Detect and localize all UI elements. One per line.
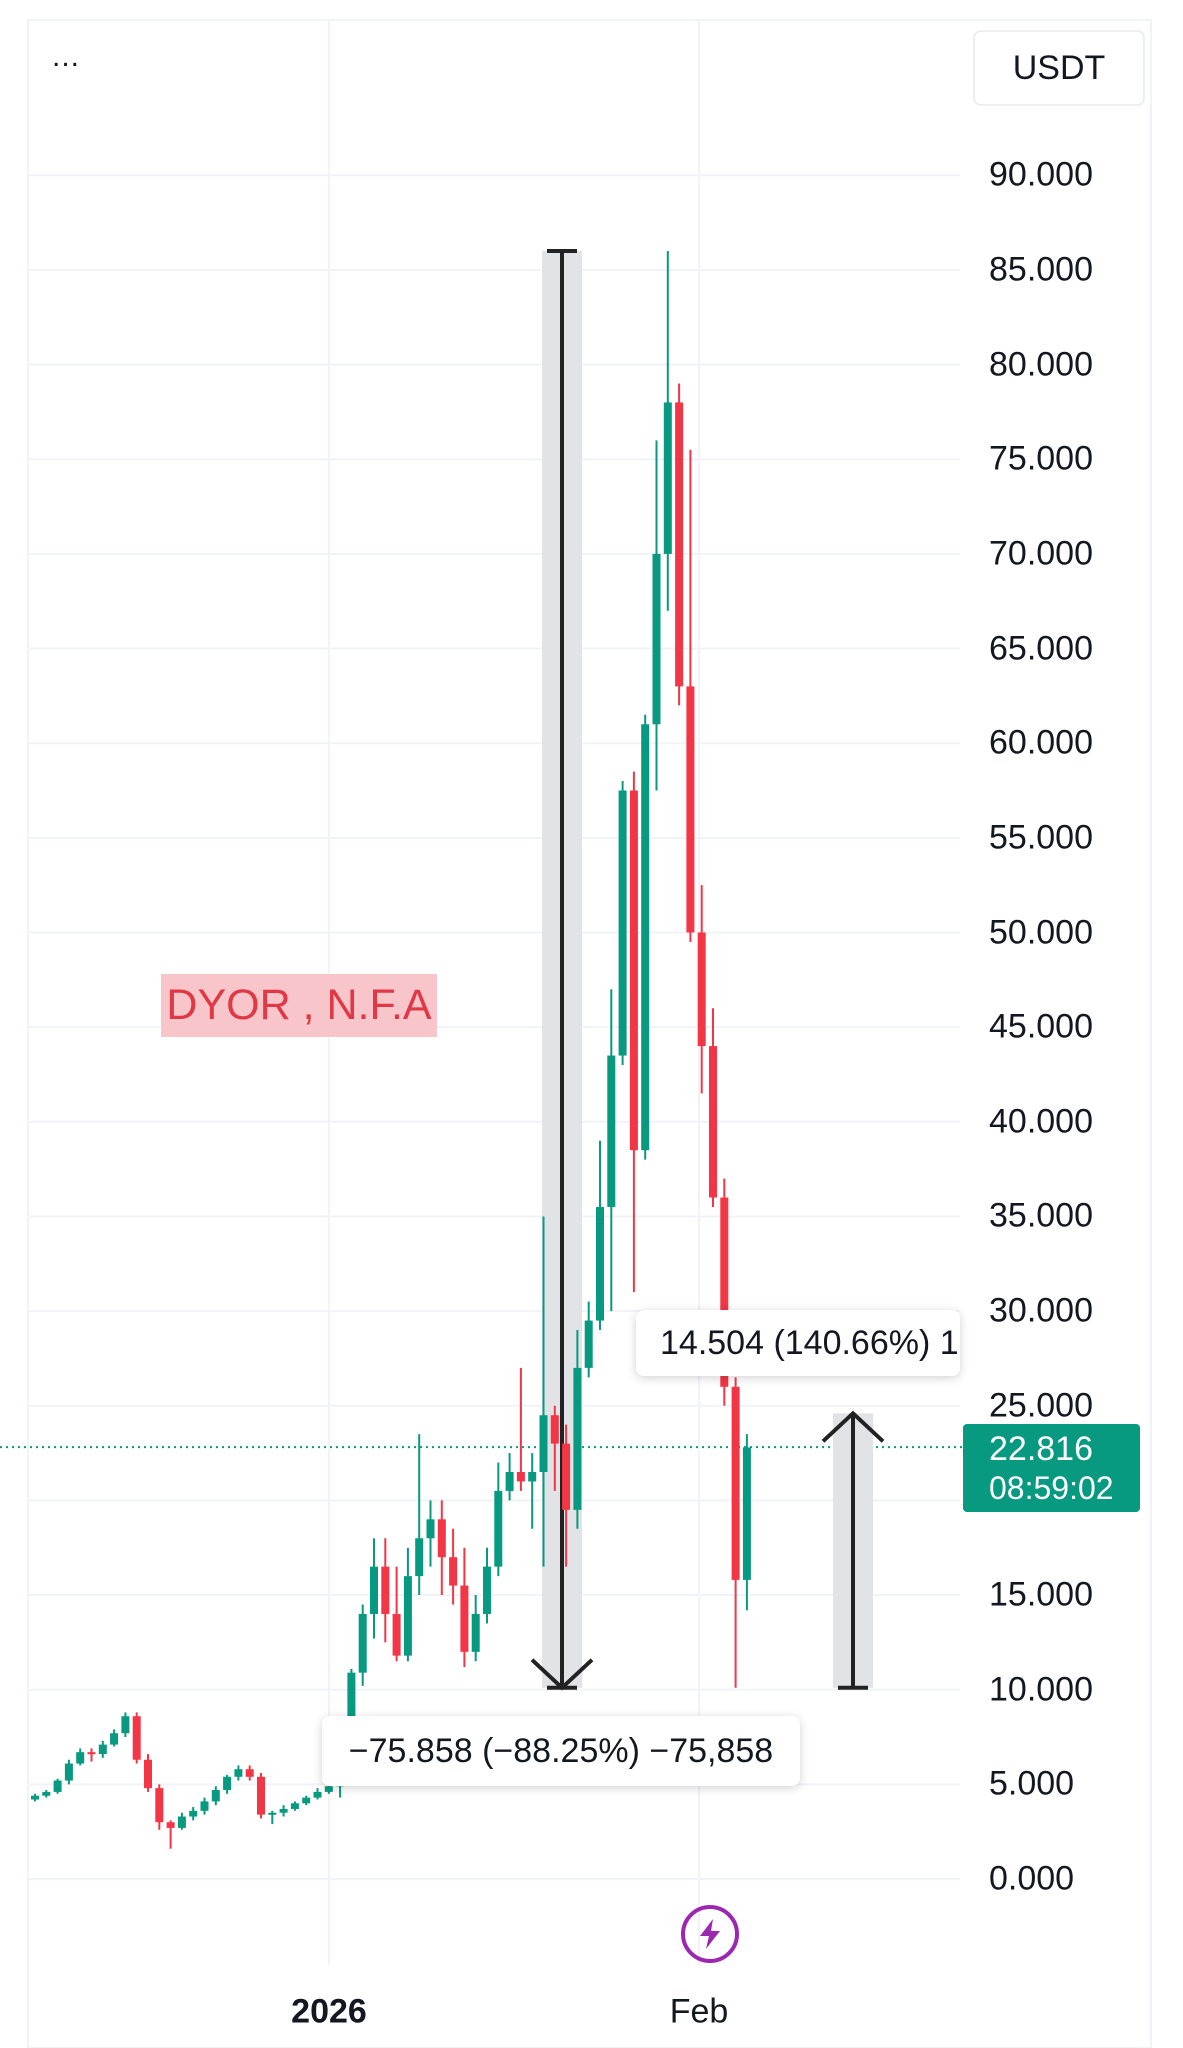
last-price-value: 22.816 [989, 1430, 1093, 1468]
candle-body[interactable] [132, 1716, 141, 1760]
y-tick-label: 90.000 [989, 155, 1093, 194]
candle-body[interactable] [494, 1490, 503, 1567]
candle-body[interactable] [742, 1447, 751, 1580]
candle-body[interactable] [460, 1585, 469, 1652]
candle-body[interactable] [629, 790, 638, 1151]
candle-body[interactable] [177, 1816, 186, 1828]
candle-body[interactable] [234, 1769, 243, 1777]
y-tick-label: 45.000 [989, 1007, 1093, 1046]
candle-body[interactable] [449, 1557, 458, 1586]
candle-body[interactable] [641, 724, 650, 1151]
measure-down-tool[interactable] [530, 249, 594, 1691]
candle-body[interactable] [720, 1197, 729, 1387]
candle-body[interactable] [483, 1566, 491, 1614]
candle-body[interactable] [313, 1791, 322, 1798]
candle-body[interactable] [370, 1566, 378, 1614]
x-axis-label-feb: Feb [669, 1992, 729, 2031]
candle-body[interactable] [31, 1795, 39, 1800]
candle-body[interactable] [223, 1776, 232, 1791]
candle-body[interactable] [392, 1613, 401, 1656]
candle-body[interactable] [53, 1780, 62, 1792]
candle-body[interactable] [290, 1803, 299, 1809]
candle-body[interactable] [200, 1801, 209, 1811]
candle-body[interactable] [144, 1759, 152, 1789]
candle-body[interactable] [189, 1810, 198, 1817]
candle-body[interactable] [268, 1812, 277, 1815]
candle-body[interactable] [211, 1790, 220, 1802]
candle-body[interactable] [584, 1320, 593, 1368]
measure-down-label[interactable]: −75.858 (−88.25%) −75,858 [322, 1716, 800, 1786]
candle-body[interactable] [64, 1763, 73, 1781]
y-tick-label: 60.000 [989, 723, 1093, 762]
bar-countdown: 08:59:02 [989, 1470, 1114, 1506]
y-tick-label: 10.000 [989, 1670, 1093, 1709]
y-tick-label: 0.000 [989, 1859, 1075, 1898]
lightning-icon[interactable] [681, 1905, 739, 1963]
measure-up-label[interactable]: 14.504 (140.66%) 1 [636, 1310, 960, 1376]
candle-body[interactable] [731, 1386, 740, 1580]
candle-body[interactable] [302, 1797, 311, 1804]
candle-body[interactable] [697, 932, 706, 1047]
y-tick-label: 75.000 [989, 439, 1093, 478]
candle-body[interactable] [539, 1415, 548, 1473]
y-tick-label: 65.000 [989, 629, 1093, 668]
candle-body[interactable] [686, 686, 695, 933]
candle-body[interactable] [528, 1472, 537, 1482]
chart-frame [27, 19, 1152, 2048]
y-tick-label: 85.000 [989, 250, 1093, 289]
candle-body[interactable] [550, 1415, 559, 1444]
candle-body[interactable] [675, 402, 684, 687]
candle-body[interactable] [381, 1566, 390, 1614]
candle-body[interactable] [415, 1538, 424, 1577]
candle-body[interactable] [562, 1443, 571, 1510]
candle-body[interactable] [426, 1519, 435, 1539]
y-tick-label: 55.000 [989, 818, 1093, 857]
candle-body[interactable] [471, 1613, 480, 1652]
candle-body[interactable] [110, 1733, 119, 1745]
candle-body[interactable] [121, 1716, 130, 1734]
candle-body[interactable] [403, 1576, 412, 1656]
candle-body[interactable] [358, 1613, 367, 1673]
candle-body[interactable] [437, 1519, 446, 1558]
candle-body[interactable] [573, 1367, 582, 1510]
candle-body[interactable] [652, 553, 661, 725]
candle-body[interactable] [257, 1776, 265, 1815]
currency-selector[interactable]: USDT [973, 30, 1145, 106]
candle-body[interactable] [596, 1206, 604, 1321]
candle-body[interactable] [42, 1791, 51, 1796]
y-tick-label: 80.000 [989, 345, 1093, 384]
candle-body[interactable] [618, 790, 627, 1056]
y-tick-label: 25.000 [989, 1386, 1093, 1425]
candle-body[interactable] [98, 1744, 107, 1755]
candle-body[interactable] [709, 1046, 717, 1198]
candle-body[interactable] [166, 1822, 175, 1828]
candle-body[interactable] [87, 1752, 96, 1755]
y-tick-label: 70.000 [989, 534, 1093, 573]
candle-body[interactable] [505, 1472, 514, 1491]
candle-body[interactable] [76, 1752, 85, 1764]
candle-body[interactable] [245, 1769, 254, 1777]
y-tick-label: 50.000 [989, 913, 1093, 951]
y-tick-label: 15.000 [989, 1575, 1093, 1614]
candle-body[interactable] [324, 1786, 333, 1792]
more-menu-button[interactable]: ... [52, 40, 81, 73]
candle-body[interactable] [663, 402, 672, 554]
y-tick-label: 5.000 [989, 1764, 1075, 1803]
measure-down-text: −75.858 (−88.25%) −75,858 [348, 1731, 774, 1770]
last-price-tag: 22.816 08:59:02 [963, 1424, 1140, 1512]
candle-body[interactable] [279, 1808, 288, 1813]
y-tick-label: 40.000 [989, 1102, 1093, 1141]
candle-body[interactable] [516, 1472, 525, 1482]
candle-body[interactable] [155, 1788, 164, 1823]
measure-up-tool[interactable] [821, 1410, 885, 1690]
candle-body[interactable] [607, 1055, 616, 1207]
x-axis-label-2026: 2026 [291, 1992, 367, 2031]
y-tick-label: 35.000 [989, 1196, 1093, 1235]
text-annotation[interactable]: DYOR , N.F.A [161, 974, 437, 1037]
y-tick-label: 30.000 [989, 1291, 1093, 1330]
measure-up-text: 14.504 (140.66%) 1 [660, 1323, 959, 1362]
